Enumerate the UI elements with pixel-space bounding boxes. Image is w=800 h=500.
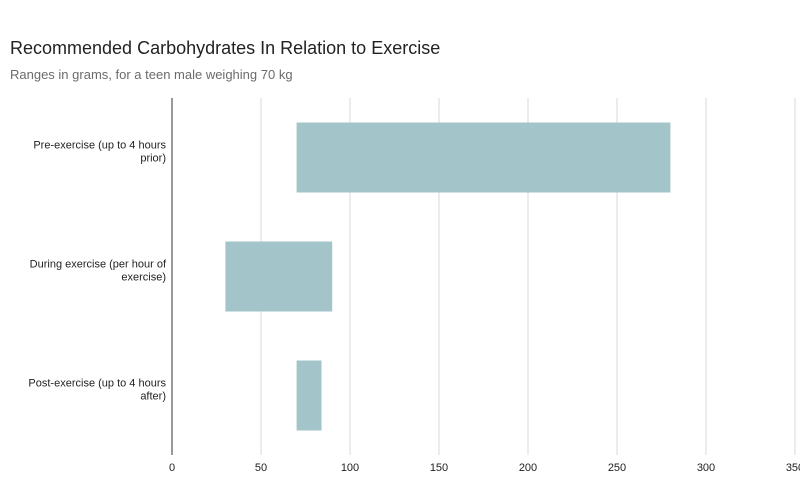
bar-range	[225, 241, 333, 312]
bar-range	[296, 360, 322, 431]
x-tick-label: 250	[608, 462, 626, 474]
x-tick-label: 0	[169, 462, 175, 474]
x-tick-label: 200	[519, 462, 537, 474]
x-tick-label: 300	[697, 462, 715, 474]
category-label: During exercise (per hour of exercise)	[30, 259, 167, 284]
bars	[225, 122, 671, 431]
category-label: Post-exercise (up to 4 hours after)	[28, 378, 166, 403]
chart-title: Recommended Carbohydrates In Relation to…	[10, 38, 441, 58]
category-labels: Pre-exercise (up to 4 hours prior) During …	[28, 140, 167, 403]
category-label-line: exercise)	[121, 272, 166, 284]
category-label-line: prior)	[140, 153, 166, 165]
category-label-line: after)	[140, 391, 166, 403]
category-label-line: Pre-exercise (up to 4 hours	[33, 140, 166, 152]
x-tick-label: 50	[255, 462, 267, 474]
category-label-line: Post-exercise (up to 4 hours	[28, 378, 166, 390]
bar-range	[296, 122, 671, 193]
x-tick-label: 100	[341, 462, 359, 474]
x-tick-label: 150	[430, 462, 448, 474]
x-tick-label: 350	[786, 462, 800, 474]
chart-subtitle: Ranges in grams, for a teen male weighin…	[10, 67, 293, 82]
category-label: Pre-exercise (up to 4 hours prior)	[33, 140, 166, 165]
x-tick-labels: 0 50 100 150 200 250 300 350	[169, 462, 800, 474]
category-label-line: During exercise (per hour of	[30, 259, 167, 271]
